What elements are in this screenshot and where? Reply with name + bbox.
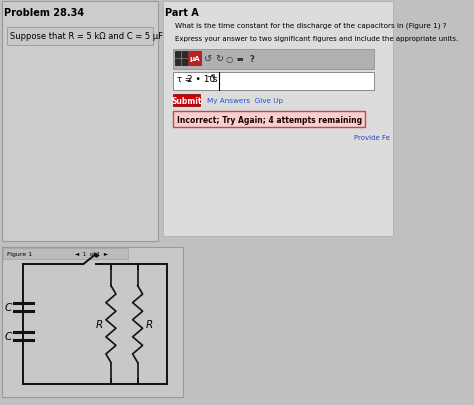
Text: −9: −9 xyxy=(206,74,215,79)
Text: ↺: ↺ xyxy=(204,54,212,64)
FancyBboxPatch shape xyxy=(175,52,187,66)
Text: C: C xyxy=(4,303,12,312)
Text: ◄  1  of 1  ►: ◄ 1 of 1 ► xyxy=(75,252,108,256)
Text: Express your answer to two significant figures and include the appropriate units: Express your answer to two significant f… xyxy=(175,36,458,42)
FancyBboxPatch shape xyxy=(7,28,153,46)
FancyBboxPatch shape xyxy=(2,248,128,259)
Text: Figure 1: Figure 1 xyxy=(7,252,32,256)
FancyBboxPatch shape xyxy=(173,112,365,128)
Text: Provide Fe: Provide Fe xyxy=(355,135,391,141)
Text: Part A: Part A xyxy=(165,8,199,18)
Text: ?: ? xyxy=(249,54,254,63)
Text: τ =: τ = xyxy=(177,75,191,84)
Text: s: s xyxy=(210,75,218,84)
FancyBboxPatch shape xyxy=(173,95,200,107)
Text: 2 • 10: 2 • 10 xyxy=(187,75,215,84)
Text: μA: μA xyxy=(189,56,200,62)
Text: ↻: ↻ xyxy=(215,54,223,64)
Text: R: R xyxy=(95,319,102,329)
Text: Problem 28.34: Problem 28.34 xyxy=(4,8,84,18)
FancyBboxPatch shape xyxy=(163,2,393,237)
Text: Suppose that R = 5 kΩ and C = 5 μF: Suppose that R = 5 kΩ and C = 5 μF xyxy=(10,32,163,41)
Text: C: C xyxy=(4,331,12,341)
FancyBboxPatch shape xyxy=(2,247,183,397)
FancyBboxPatch shape xyxy=(173,73,374,91)
FancyBboxPatch shape xyxy=(2,2,158,241)
FancyBboxPatch shape xyxy=(173,50,374,70)
Text: ▪▪: ▪▪ xyxy=(237,56,244,61)
Text: ○: ○ xyxy=(226,54,233,63)
Text: Submit: Submit xyxy=(172,96,202,105)
Text: Incorrect; Try Again; 4 attempts remaining: Incorrect; Try Again; 4 attempts remaini… xyxy=(177,115,362,124)
Text: What is the time constant for the discharge of the capacitors in (Figure 1) ?: What is the time constant for the discha… xyxy=(175,22,447,28)
Text: R: R xyxy=(146,319,153,329)
FancyBboxPatch shape xyxy=(188,52,201,66)
Text: My Answers  Give Up: My Answers Give Up xyxy=(207,98,283,104)
